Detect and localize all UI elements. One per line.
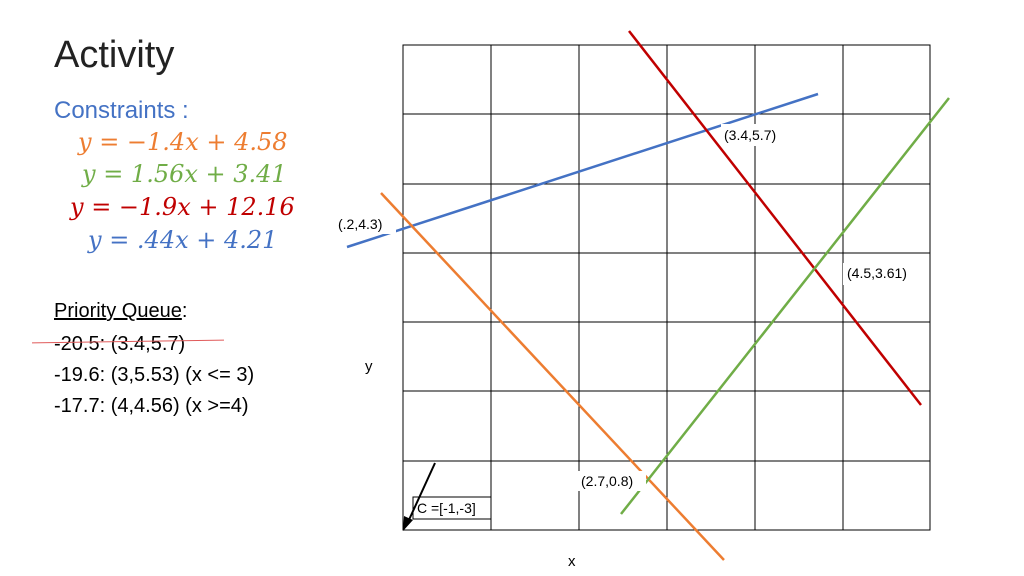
priority-queue-heading: Priority Queue: <box>54 300 187 323</box>
cost-label-box <box>412 496 492 520</box>
constraint-orange: y = −1.4x + 4.58 <box>78 128 288 156</box>
constraint-line-green <box>620 97 950 515</box>
priority-queue-item: -17.7: (4,4.56) (x >=4) <box>54 395 249 417</box>
constraint-line-blue <box>346 92 819 249</box>
cost-label: C =[-1,-3] <box>417 500 476 516</box>
priority-queue-heading-colon: : <box>181 300 188 322</box>
point-label-bg <box>578 471 646 491</box>
point-label-bg <box>336 214 396 234</box>
x-axis-label: x <box>568 553 576 570</box>
constraint-blue: y = .44x + 4.21 <box>88 226 278 254</box>
priority-queue-item: -20.5: (3.4,5.7) <box>54 333 186 355</box>
constraint-line-red <box>628 30 922 406</box>
priority-queue-item: -19.6: (3,5.53) (x <= 3) <box>54 364 255 386</box>
point-label: (4.5,3.61) <box>847 265 907 281</box>
point-label: (3.4,5.7) <box>724 127 776 143</box>
priority-queue-heading-text: Priority Queue <box>54 300 182 322</box>
constraint-red: y = −1.9x + 12.16 <box>70 193 295 221</box>
constraints-heading: Constraints : <box>54 97 189 124</box>
cost-vector-arrowhead <box>403 516 413 531</box>
point-label: (.2,4.3) <box>338 216 382 232</box>
slide-title: Activity <box>54 34 175 76</box>
point-label-bg <box>721 124 789 146</box>
constraint-green: y = 1.56x + 3.41 <box>82 160 287 188</box>
y-axis-label: y <box>365 358 373 375</box>
point-label-bg <box>843 263 923 285</box>
constraint-line-orange <box>380 192 725 561</box>
point-label: (2.7,0.8) <box>581 473 633 489</box>
